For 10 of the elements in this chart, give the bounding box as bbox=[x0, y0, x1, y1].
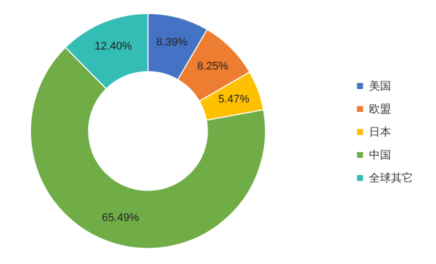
data-label: 12.40% bbox=[94, 40, 132, 52]
data-label: 65.49% bbox=[102, 212, 140, 224]
legend-label: 美国 bbox=[369, 80, 391, 92]
legend-label: 中国 bbox=[369, 148, 391, 162]
data-label: 8.25% bbox=[197, 60, 229, 72]
data-label: 8.39% bbox=[156, 36, 188, 49]
data-label: 5.47% bbox=[218, 93, 250, 106]
legend-label: 欧盟 bbox=[369, 102, 391, 116]
legend-label: 日本 bbox=[369, 126, 391, 138]
legend-label: 全球其它 bbox=[369, 172, 413, 184]
